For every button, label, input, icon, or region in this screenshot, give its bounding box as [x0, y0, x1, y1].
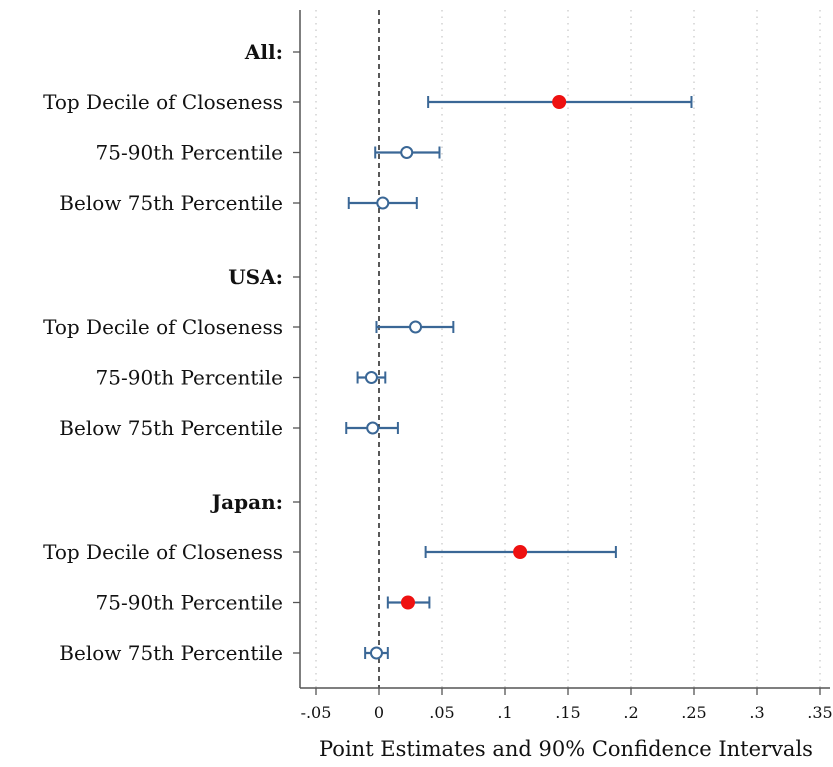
x-tick-label: .25 [681, 703, 706, 722]
point-estimate [369, 646, 383, 660]
x-axis-title: Point Estimates and 90% Confidence Inter… [319, 737, 813, 761]
row-label: Below 75th Percentile [59, 641, 283, 665]
row-label: Below 75th Percentile [59, 416, 283, 440]
group-label: USA: [228, 265, 283, 289]
x-tick-label: -.05 [301, 703, 332, 722]
row-label: Top Decile of Closeness [43, 90, 283, 114]
point-estimate-significant [400, 595, 415, 610]
row-label: 75-90th Percentile [96, 141, 283, 165]
point-estimate [364, 371, 378, 384]
group-label: All: [244, 40, 283, 64]
point-estimate [409, 320, 423, 334]
x-tick-label: .05 [429, 703, 454, 722]
x-tick-label: .35 [807, 703, 832, 722]
x-tick-label: .2 [623, 703, 638, 722]
point-estimate [376, 196, 390, 210]
row-label: 75-90th Percentile [96, 591, 283, 615]
group-label: Japan: [210, 490, 283, 514]
x-tick-label: .3 [749, 703, 764, 722]
x-tick-label: .15 [555, 703, 580, 722]
point-estimate [400, 146, 414, 159]
point-estimate-significant [513, 545, 528, 559]
row-label: Below 75th Percentile [59, 191, 283, 215]
x-tick-label: 0 [374, 703, 384, 722]
point-estimate-significant [552, 95, 567, 109]
row-label: 75-90th Percentile [96, 366, 283, 390]
x-tick-label: .1 [497, 703, 512, 722]
row-label: Top Decile of Closeness [43, 540, 283, 564]
row-label: Top Decile of Closeness [43, 315, 283, 339]
point-estimate [366, 421, 380, 435]
